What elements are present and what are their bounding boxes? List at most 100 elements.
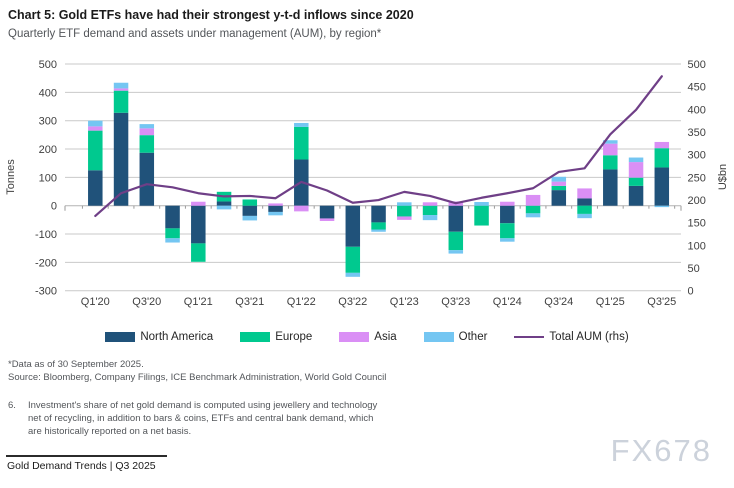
legend-item: Europe <box>240 331 312 343</box>
bar-segment <box>551 181 567 186</box>
legend-item: Other <box>423 331 487 343</box>
bar-segment <box>628 157 644 163</box>
legend-label: North America <box>140 331 214 343</box>
x-axis-tick-label: Q1'23 <box>390 296 419 308</box>
bar-segment <box>139 128 155 136</box>
bar-segment <box>139 135 155 153</box>
bar-segment <box>139 152 155 206</box>
bar-segment <box>242 199 258 206</box>
bar-segment <box>654 205 670 208</box>
bar-segment <box>500 223 515 239</box>
bar-segment <box>654 167 670 206</box>
bar-segment <box>165 228 180 239</box>
x-axis-tick-label: Q1'20 <box>81 296 110 308</box>
bar-segment <box>268 205 283 212</box>
bar-segment <box>216 205 232 210</box>
bar-segment <box>654 148 670 168</box>
bar-segment <box>191 243 206 262</box>
footer-divider <box>6 455 167 457</box>
right-axis-tick-label: 200 <box>688 195 706 207</box>
left-axis-tick-label: 500 <box>39 59 57 71</box>
bar-segment <box>294 205 309 212</box>
bar-segment <box>551 190 567 206</box>
left-axis-tick-label: -200 <box>35 257 57 269</box>
bar-segment <box>448 250 464 254</box>
x-axis-tick-label: Q3'20 <box>132 296 161 308</box>
bar-segment <box>113 88 129 91</box>
bar-segment <box>242 205 258 216</box>
bar-segment <box>628 162 644 178</box>
legend-color-swatch <box>339 332 370 342</box>
right-axis-tick-label: 300 <box>688 150 706 162</box>
legend-color-swatch <box>423 332 454 342</box>
right-axis-tick-label: 150 <box>688 218 706 230</box>
watermark: FX678 <box>610 433 712 468</box>
bar-segment <box>191 205 206 244</box>
bar-segment <box>628 185 644 206</box>
legend-label: Asia <box>374 331 397 343</box>
legend-label: Europe <box>275 331 313 343</box>
x-axis-tick-label: Q3'21 <box>235 296 264 308</box>
total-aum-line <box>94 75 663 217</box>
footnote-6-number: 6. <box>8 400 16 411</box>
right-axis-tick-label: 400 <box>688 104 706 116</box>
bar-segment <box>113 90 129 113</box>
bar-segment <box>551 185 567 191</box>
bar-segment <box>113 82 129 89</box>
legend-color-swatch <box>240 332 271 342</box>
bar-segment <box>397 205 412 217</box>
bar-segment <box>371 205 386 223</box>
left-axis-tick-label: 400 <box>39 87 57 99</box>
x-axis-tick-label: Q3'22 <box>338 296 367 308</box>
bar-segment <box>603 140 618 144</box>
right-axis-tick-label: 50 <box>688 263 700 275</box>
bar-segment <box>371 229 386 232</box>
bar-segment <box>500 205 515 224</box>
x-axis-tick-label: Q3'25 <box>647 296 676 308</box>
right-axis-tick-label: 500 <box>688 59 706 71</box>
left-axis-tick-label: -300 <box>35 286 57 298</box>
right-axis-tick-label: 450 <box>688 82 706 94</box>
bar-segment <box>165 238 180 243</box>
bar-segment <box>448 231 464 251</box>
bar-segment <box>603 143 618 156</box>
bar-segment <box>448 205 464 232</box>
bar-segment <box>474 205 489 226</box>
bar-segment <box>577 188 592 199</box>
footnote-6-text: Investment's share of net gold demand is… <box>28 400 378 437</box>
bar-segment <box>294 122 309 127</box>
bar-segment <box>500 238 515 242</box>
x-axis-tick-label: Q1'22 <box>287 296 316 308</box>
bar-segment <box>577 213 592 219</box>
right-axis-tick-label: 350 <box>688 127 706 139</box>
bar-segment <box>165 205 180 229</box>
left-axis-tick-label: 300 <box>39 116 57 128</box>
bar-segment <box>397 202 412 206</box>
bar-segment <box>139 124 155 129</box>
bar-segment <box>577 198 592 206</box>
right-axis-tick-label: 0 <box>688 286 694 298</box>
x-axis-tick-label: Q1'21 <box>184 296 213 308</box>
bar-segment <box>191 201 206 206</box>
footnote-6: 6. Investment's share of net gold demand… <box>8 399 378 438</box>
bar-segment <box>268 203 283 206</box>
bar-segment <box>88 170 103 206</box>
legend-item: Total AUM (rhs) <box>514 331 629 343</box>
footer-title: Gold Demand Trends | Q3 2025 <box>7 460 156 472</box>
legend-color-swatch <box>105 332 136 342</box>
left-axis-tick-label: 0 <box>51 201 57 213</box>
page-subtitle: Quarterly ETF demand and assets under ma… <box>8 28 382 40</box>
footnote-source: Source: Bloomberg, Company Filings, ICE … <box>8 372 387 383</box>
x-axis-tick-label: Q3'23 <box>441 296 470 308</box>
left-axis-title: Tonnes <box>5 159 17 195</box>
bar-segment <box>525 213 541 218</box>
bar-segment <box>525 194 541 206</box>
x-axis-tick-label: Q3'24 <box>544 296 573 308</box>
bar-segment <box>319 205 335 219</box>
footnote-data-asof: *Data as of 30 September 2025. <box>8 359 144 370</box>
bar-segment <box>577 205 592 214</box>
bar-segment <box>345 272 361 277</box>
right-axis-tick-label: 250 <box>688 172 706 184</box>
legend-label: Total AUM (rhs) <box>549 331 629 343</box>
